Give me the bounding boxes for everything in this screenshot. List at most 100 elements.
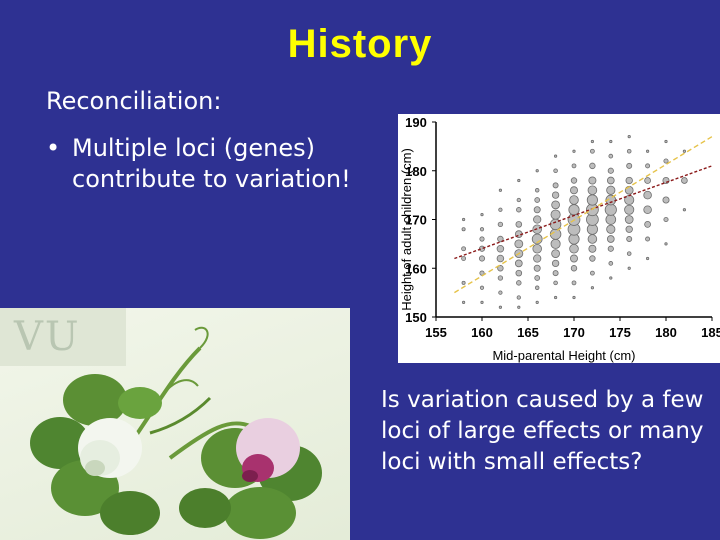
data-point: [662, 196, 670, 204]
data-point: [609, 139, 613, 144]
y-tick-label: 190: [405, 115, 427, 130]
data-point: [551, 200, 560, 210]
data-point: [589, 255, 596, 262]
data-point: [590, 139, 594, 144]
data-point: [517, 305, 521, 309]
data-point: [478, 255, 486, 262]
data-point: [643, 205, 652, 215]
chart-labels: 150 160 170 180 190 155 160 165 170 175 180 185 Mid-…: [399, 115, 720, 363]
data-point: [532, 243, 542, 254]
data-point: [497, 235, 504, 243]
intro-text: Reconciliation:: [46, 87, 222, 115]
slide-title: History: [287, 22, 433, 66]
data-point: [608, 153, 614, 159]
data-point: [535, 169, 539, 173]
data-point: [534, 197, 541, 203]
data-point: [590, 286, 594, 290]
data-point: [572, 295, 576, 300]
data-point: [480, 300, 484, 304]
data-point: [605, 214, 617, 225]
data-point: [586, 194, 598, 206]
question-text: Is variation caused by a few loci of lar…: [381, 387, 704, 475]
y-tick-label: 150: [405, 310, 427, 325]
data-point: [461, 227, 466, 232]
data-point: [606, 235, 615, 243]
data-point: [516, 295, 521, 300]
data-point: [624, 204, 635, 215]
data-point: [516, 197, 521, 203]
x-tick-label: 175: [609, 325, 631, 340]
x-tick-label: 170: [563, 325, 585, 340]
data-point: [569, 195, 579, 205]
data-point: [517, 178, 521, 183]
data-point: [571, 280, 577, 286]
data-point: [607, 167, 614, 174]
data-point: [626, 148, 632, 154]
data-point: [646, 256, 650, 261]
data-point: [554, 154, 558, 158]
data-point: [682, 208, 686, 212]
data-point: [497, 275, 504, 281]
data-point: [609, 276, 613, 280]
y-axis-label: Height of adult children (cm): [399, 148, 414, 311]
data-point: [535, 300, 539, 304]
data-point: [461, 280, 466, 285]
university-logo: VU: [0, 308, 126, 366]
data-point: [498, 207, 503, 212]
data-point: [570, 177, 578, 184]
data-point: [516, 280, 522, 286]
data-point: [606, 224, 616, 234]
data-point: [498, 290, 503, 295]
data-point: [588, 176, 597, 185]
data-point: [516, 207, 522, 213]
y-tick-label: 180: [405, 164, 427, 179]
data-point: [626, 162, 633, 169]
data-point: [681, 177, 688, 184]
data-point: [570, 186, 578, 195]
data-point: [664, 139, 668, 144]
data-point: [533, 215, 542, 224]
data-point: [461, 256, 467, 261]
data-point: [682, 149, 686, 153]
data-point: [514, 259, 523, 268]
data-point: [533, 206, 541, 214]
data-point: [515, 221, 523, 228]
data-point: [644, 177, 651, 184]
data-point: [645, 236, 651, 242]
data-point: [568, 204, 580, 216]
data-point: [551, 259, 560, 268]
x-axis-label: Mid-parental Height (cm): [492, 348, 635, 363]
data-point: [626, 236, 633, 242]
data-point: [480, 213, 484, 217]
data-point: [498, 305, 503, 309]
data-point: [606, 176, 615, 185]
data-point: [587, 185, 598, 196]
x-tick-label: 165: [517, 325, 539, 340]
x-tick-label: 185: [701, 325, 720, 340]
data-point: [570, 265, 578, 272]
data-point: [569, 243, 579, 254]
data-point: [552, 270, 559, 277]
data-point: [498, 188, 503, 192]
data-point: [644, 221, 651, 228]
bullet-item: • Multiple loci (genes) contribute to va…: [46, 133, 386, 195]
data-point: [550, 209, 561, 220]
data-point: [479, 227, 485, 232]
data-point: [572, 149, 576, 153]
data-point: [571, 163, 577, 169]
y-tick-label: 170: [405, 213, 427, 228]
bullet-text: Multiple loci (genes) contribute to vari…: [72, 134, 351, 193]
data-point: [534, 275, 541, 281]
data-point: [664, 242, 668, 246]
data-point: [554, 295, 558, 300]
data-point: [625, 225, 633, 233]
chart-axes: [432, 121, 713, 321]
x-tick-label: 160: [471, 325, 493, 340]
data-point: [514, 239, 524, 249]
data-point: [608, 261, 614, 266]
y-tick-label: 160: [405, 261, 427, 276]
data-point: [496, 254, 505, 263]
data-point: [461, 246, 467, 252]
data-point: [462, 300, 466, 304]
data-point: [534, 285, 540, 290]
